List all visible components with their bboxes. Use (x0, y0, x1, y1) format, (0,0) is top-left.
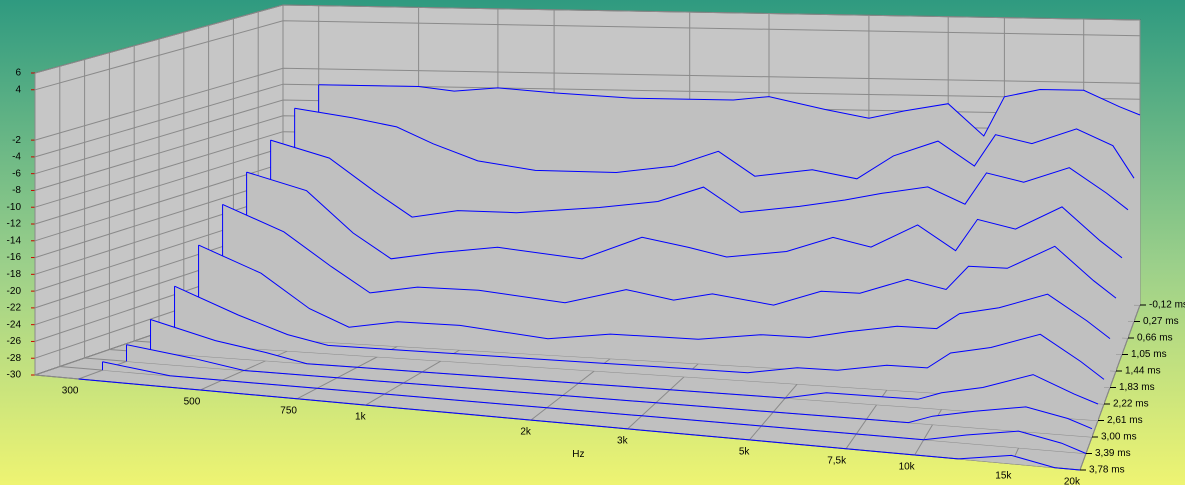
y-tick-label: -26 (7, 336, 22, 347)
y-tick-label: -24 (7, 319, 22, 330)
slice-line (126, 344, 1093, 430)
y-tick-label: -12 (7, 219, 22, 230)
slice-line (150, 319, 1099, 405)
y-tick-label: -30 (7, 370, 22, 381)
slice-line (198, 244, 1111, 340)
y-tick-label: -18 (7, 269, 22, 280)
slice-fill (126, 344, 1092, 437)
z-tick-label: 1,83 ms (1119, 382, 1155, 393)
y-tick-label: -20 (7, 286, 22, 297)
x-tick-label: 2k (520, 427, 532, 438)
z-tick-label: 0,27 ms (1143, 316, 1179, 327)
x-tick-label: 3k (617, 436, 629, 447)
y-tick-label: 6 (15, 68, 21, 79)
x-tick-label: 15k (995, 470, 1012, 481)
y-tick-label: -2 (12, 135, 21, 146)
y-tick-label: -28 (7, 353, 22, 364)
z-tick-label: 2,61 ms (1107, 415, 1143, 426)
slice-line (318, 84, 1141, 137)
slice-line (222, 203, 1117, 306)
slice-line (102, 361, 1087, 454)
slice-line (294, 107, 1135, 180)
slice-line (270, 139, 1129, 218)
z-tick-label: 3,39 ms (1095, 448, 1131, 459)
x-tick-label: 10k (899, 462, 916, 473)
x-tick-label: 500 (184, 397, 201, 408)
z-tick-label: 1,05 ms (1131, 349, 1167, 360)
slice-fill (102, 361, 1086, 454)
slice-line (78, 378, 1081, 471)
x-tick-label: 7,5k (827, 455, 847, 466)
z-tick-label: 3,78 ms (1089, 465, 1125, 476)
y-tick-label: -6 (12, 168, 21, 179)
slice-line (174, 285, 1105, 380)
x-tick-label: 750 (280, 405, 297, 416)
y-tick-label: -16 (7, 252, 22, 263)
y-tick-label: -8 (12, 185, 21, 196)
z-tick-label: 2,22 ms (1113, 399, 1149, 410)
y-tick-label: 4 (15, 84, 21, 95)
grid-line (133, 45, 1105, 405)
x-axis-label: Hz (572, 449, 584, 460)
y-tick-label: -14 (7, 235, 22, 246)
x-tick-label: 1k (355, 412, 367, 423)
z-tick-label: 3,00 ms (1101, 432, 1137, 443)
y-tick-label: -10 (7, 202, 22, 213)
slice-line (246, 171, 1123, 260)
y-tick-label: -22 (7, 303, 22, 314)
slice-fill (174, 286, 1105, 404)
y-tick-label: -4 (12, 152, 21, 163)
z-tick-label: -0,12 ms (1149, 300, 1185, 311)
slice-fill (198, 245, 1111, 388)
x-tick-label: 20k (1064, 477, 1081, 485)
x-tick-label: 5k (739, 447, 751, 458)
z-tick-label: 0,66 ms (1137, 333, 1173, 344)
x-tick-label: 300 (62, 386, 79, 397)
z-tick-label: 1,44 ms (1125, 366, 1161, 377)
